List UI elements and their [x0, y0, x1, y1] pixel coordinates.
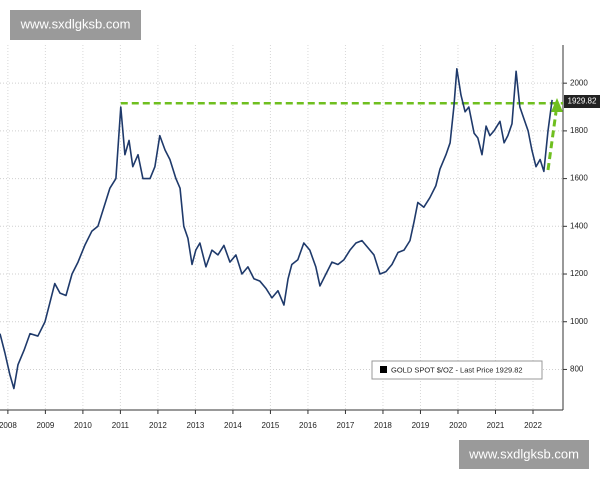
y-tick-label: 1000	[570, 317, 588, 326]
y-tick-label: 1800	[570, 126, 588, 135]
x-tick-label: 2011	[112, 421, 130, 430]
x-tick-label: 2017	[337, 421, 355, 430]
grid	[0, 45, 567, 414]
y-tick-label: 1400	[570, 221, 588, 230]
last-price-label: 1929.82	[568, 97, 597, 106]
trend-arrow	[546, 111, 558, 171]
arrow-head	[551, 98, 563, 112]
watermark: www.sxdlgksb.com	[468, 446, 579, 461]
y-tick-label: 2000	[570, 78, 588, 87]
plot	[0, 68, 563, 390]
x-tick-label: 2018	[374, 421, 392, 430]
y-tick-label: 1600	[570, 174, 588, 183]
y-tick-label: 800	[570, 365, 584, 374]
x-tick-label: 2021	[487, 421, 505, 430]
x-tick-label: 2013	[187, 421, 205, 430]
legend-label: GOLD SPOT $/OZ - Last Price 1929.82	[391, 365, 523, 374]
watermark-box	[10, 10, 141, 40]
watermark-box	[459, 440, 589, 469]
x-tick-label: 2014	[224, 421, 242, 430]
x-tick-label: 2012	[149, 421, 167, 430]
x-tick-label: 2016	[299, 421, 317, 430]
x-tick-label: 2022	[524, 421, 542, 430]
x-tick-label: 2019	[412, 421, 430, 430]
legend-swatch	[380, 366, 387, 373]
x-tick-label: 2010	[74, 421, 92, 430]
price-line	[0, 68, 553, 390]
x-tick-label: 2008	[0, 421, 17, 430]
x-tick-label: 2009	[36, 421, 54, 430]
legend: GOLD SPOT $/OZ - Last Price 1929.82	[371, 360, 543, 380]
x-tick-label: 2020	[449, 421, 467, 430]
y-tick-label: 1200	[570, 269, 588, 278]
x-tick-label: 2015	[262, 421, 280, 430]
watermark: www.sxdlgksb.com	[20, 16, 131, 31]
legend-box	[371, 360, 543, 380]
last-price-tag	[564, 95, 600, 108]
